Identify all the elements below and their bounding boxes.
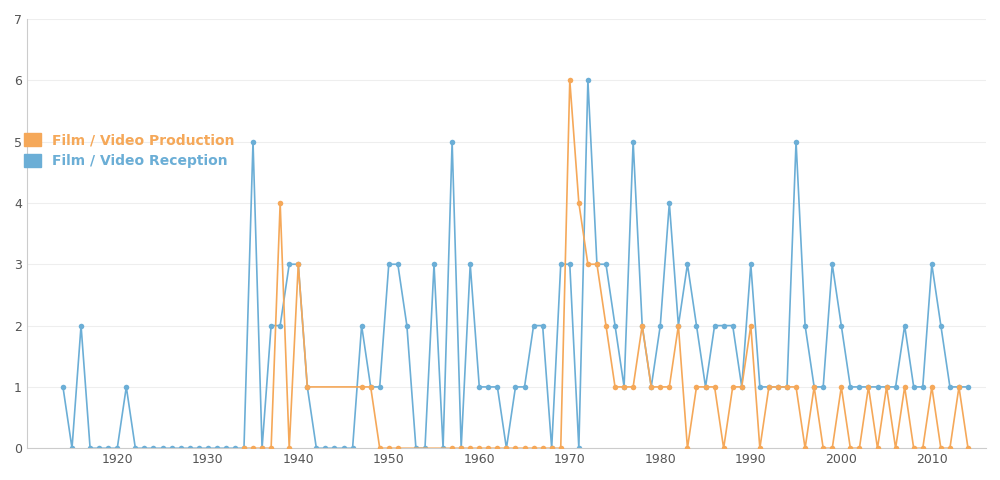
Legend: Film / Video Production, Film / Video Reception: Film / Video Production, Film / Video Re… — [24, 133, 234, 168]
